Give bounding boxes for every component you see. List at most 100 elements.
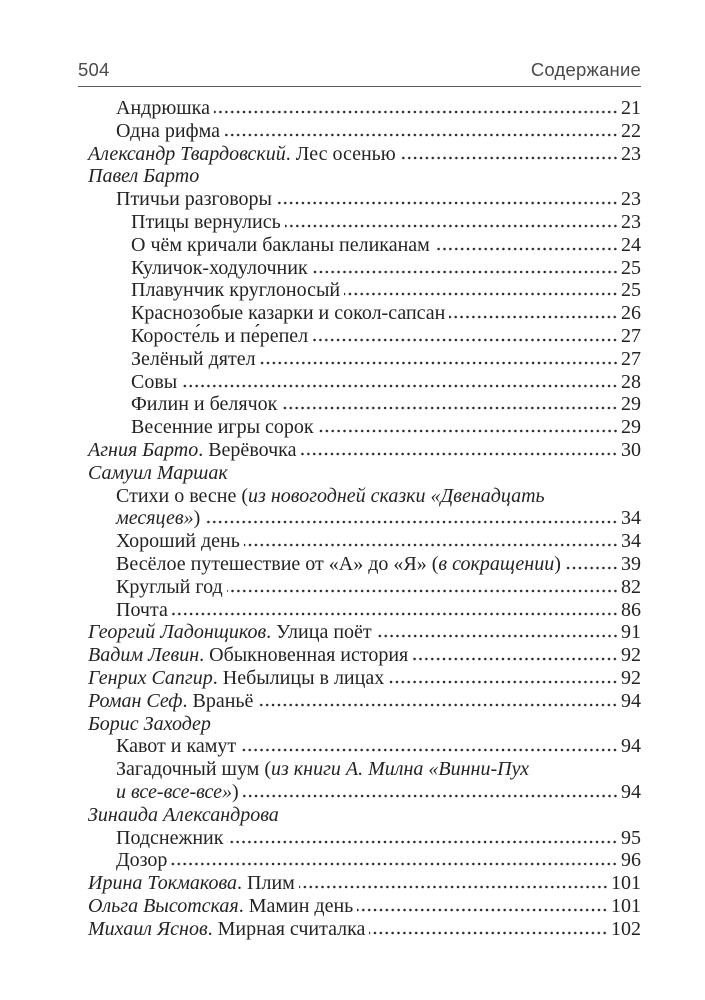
toc-entry-title-text: Коросте́ль и пе́репел: [131, 324, 309, 347]
page-header: 504 Содержание: [78, 59, 641, 81]
toc-entry-title-text: Стихи о весне (: [116, 484, 249, 507]
toc-page-number: 22: [621, 119, 641, 142]
leader-dots: [284, 223, 619, 228]
leader-dots: [181, 383, 619, 388]
toc-entry-title-text: Куличок-ходулочник: [131, 256, 308, 279]
leader-dots: [298, 885, 609, 890]
toc-row: Михаил Яснов. Мирная считалка 102: [88, 918, 641, 941]
header-rule: [78, 86, 641, 87]
toc-entry-text: Птицы вернулись: [131, 211, 281, 234]
toc-author-row: Борис Заходер: [88, 713, 641, 736]
toc-row: Зелёный дятел 27: [88, 348, 641, 371]
leader-dots: [281, 406, 619, 411]
toc-page-number: 25: [621, 256, 641, 279]
toc-entry-title-text: Весёлое путешествие от «А» до «Я» (: [116, 552, 439, 575]
toc-page-number: 29: [621, 393, 641, 416]
toc-entry-text: Дозор: [116, 849, 167, 872]
toc-page-number: 29: [621, 416, 641, 439]
toc-entry-text: Зелёный дятел: [131, 348, 256, 371]
toc-row: Весёлое путешествие от «А» до «Я» (в сок…: [88, 553, 641, 576]
leader-dots: [564, 565, 619, 570]
toc-row: Совы 28: [88, 371, 641, 394]
toc-page-number: 102: [611, 917, 641, 940]
toc-row: Краснозобые казарки и сокол-сапсан 26: [88, 302, 641, 325]
toc-entry-text: Ирина Токмакова. Плим: [88, 872, 295, 895]
toc-entry-text: Краснозобые казарки и сокол-сапсан: [131, 302, 445, 325]
toc-row: Плавунчик круглоносый 25: [88, 279, 641, 302]
toc-entry-title-text: Одна рифма: [116, 119, 220, 142]
toc-entry-text: Борис Заходер: [88, 713, 211, 736]
toc-entry-text: месяцев»): [116, 507, 200, 530]
toc-row: О чём кричали бакланы пеликанам 24: [88, 234, 641, 257]
toc-row: Александр Твардовский. Лес осенью 23: [88, 143, 641, 166]
toc-page-number: 101: [611, 872, 641, 895]
toc-row: Куличок-ходулочник 25: [88, 257, 641, 280]
toc-entry-title-text: . Враньё: [182, 689, 254, 712]
toc-entry-italic-text: Ольга Высотская: [88, 894, 239, 917]
toc-entry-text: Михаил Яснов. Мирная считалка: [88, 918, 365, 941]
toc-entry-title-text: Птичьи разговоры: [116, 188, 272, 211]
toc-entry-text: Александр Твардовский. Лес осенью: [88, 143, 396, 166]
toc-entry-italic-text: Роман Сеф: [88, 689, 183, 712]
leader-dots: [171, 611, 619, 616]
toc-page-number: 23: [621, 142, 641, 165]
leader-dots: [312, 337, 619, 342]
leader-dots: [375, 634, 619, 639]
toc-row: Хороший день 34: [88, 530, 641, 553]
toc-entry-title-text: Птицы вернулись: [131, 210, 281, 233]
toc-row: Кавот и камут 94: [88, 735, 641, 758]
toc-entry-text: Андрюшка: [116, 97, 210, 120]
toc-page-number: 92: [621, 666, 641, 689]
toc-entry-text: Георгий Ладонщиков. Улица поёт: [88, 621, 372, 644]
toc-row: Одна рифма 22: [88, 120, 641, 143]
leader-dots: [240, 748, 619, 753]
toc-row: месяцев») 34: [88, 507, 641, 530]
toc-entry-title-text: Подснежник: [116, 826, 224, 849]
toc-entry-text: Хороший день: [116, 530, 240, 553]
toc-row: Коросте́ль и пе́репел 27: [88, 325, 641, 348]
leader-dots: [242, 793, 619, 798]
toc-entry-title-text: ): [193, 507, 201, 530]
toc-author-row: Зинаида Александрова: [88, 804, 641, 827]
leader-dots: [412, 657, 619, 662]
toc-entry-title-text: ): [232, 780, 239, 803]
toc-entry-text: Подснежник: [116, 827, 223, 850]
toc-entry-title-text: . Плим: [237, 872, 295, 895]
toc-entry-italic-text: Георгий Ладонщиков: [88, 621, 267, 644]
toc-page-number: 25: [621, 279, 641, 302]
toc-entry-title-text: Филин и белячок: [131, 393, 278, 416]
toc-entry-title-text: Весенние игры сорок: [131, 416, 314, 439]
leader-dots: [344, 292, 619, 297]
toc-entry-title-text: О чём кричали бакланы пеликанам: [131, 233, 430, 256]
toc-entry-title-text: . Небылицы в лицах: [212, 666, 385, 689]
toc-page-number: 24: [621, 233, 641, 256]
toc-entry-italic-text: в сокращении: [438, 552, 555, 575]
toc-page-number: 92: [621, 644, 641, 667]
leader-dots: [226, 588, 619, 593]
toc-entry-title-text: . Улица поёт: [266, 621, 372, 644]
toc-page-number: 27: [621, 324, 641, 347]
toc-row: Андрюшка 21: [88, 97, 641, 120]
folio-page-number: 504: [78, 59, 110, 80]
toc-entry-title-text: . Мирная считалка: [207, 917, 366, 940]
toc-row: Весенние игры сорок 29: [88, 416, 641, 439]
toc-author-row: Павел Барто: [88, 165, 641, 188]
toc-entry-text: Филин и белячок: [131, 393, 277, 416]
toc-entry-italic-text: Павел Барто: [88, 165, 200, 188]
toc-row: Ольга Высотская. Мамин день 101: [88, 895, 641, 918]
toc-entry-title-text: Андрюшка: [116, 97, 210, 119]
toc-row: Подснежник 95: [88, 827, 641, 850]
toc-row: Загадочный шум (из книги А. Милна «Винни…: [88, 758, 641, 781]
toc-row: Ирина Токмакова. Плим 101: [88, 872, 641, 895]
running-title: Содержание: [530, 59, 641, 80]
toc-page-number: 23: [621, 188, 641, 211]
toc-row: Вадим Левин. Обыкновенная история 92: [88, 644, 641, 667]
toc-entry-text: Ольга Высотская. Мамин день: [88, 895, 353, 918]
toc-entry-text: Агния Барто. Верёвочка: [88, 439, 296, 462]
toc-entry-text: Круглый год: [116, 576, 223, 599]
toc-entry-title-text: Краснозобые казарки и сокол-сапсан: [131, 302, 446, 325]
toc-entry-italic-text: Генрих Сапгир: [88, 666, 213, 689]
toc-entry-text: Роман Сеф. Враньё: [88, 690, 253, 713]
leader-dots: [449, 315, 619, 320]
leader-dots: [433, 246, 619, 251]
